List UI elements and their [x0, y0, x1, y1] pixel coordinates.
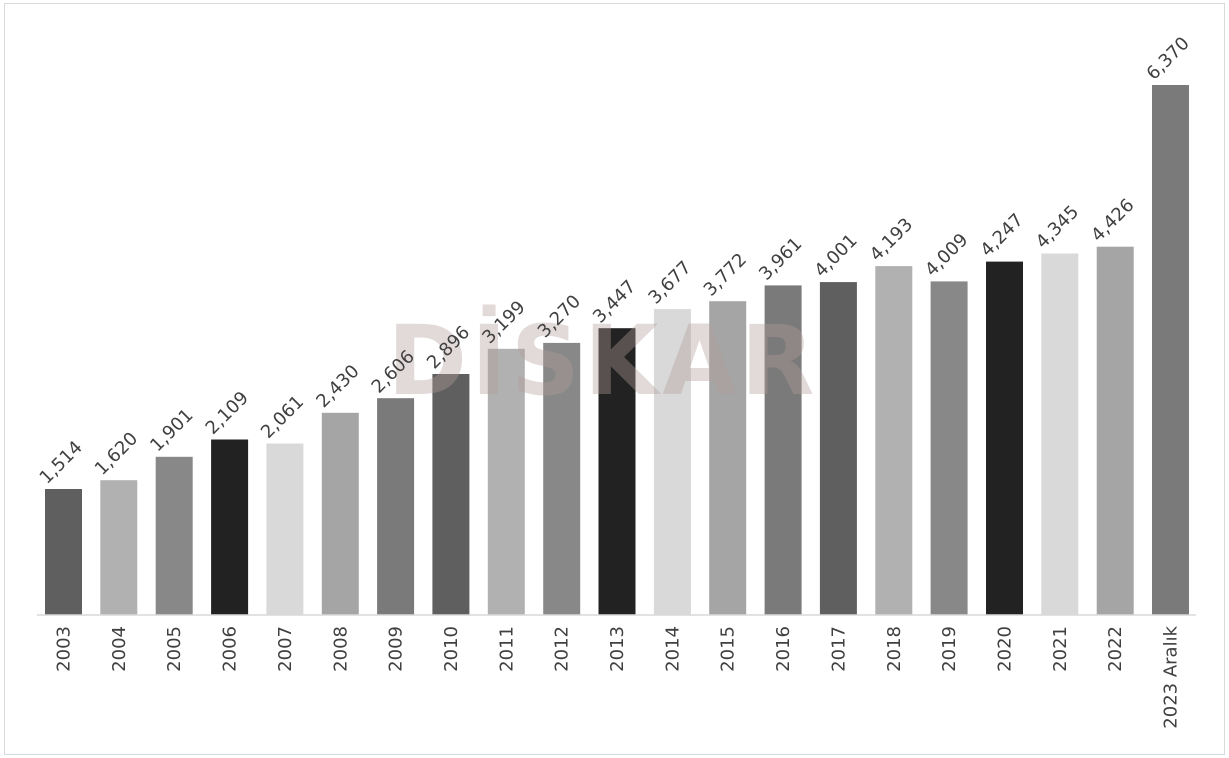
x-tick-label-2020: 2020	[995, 626, 1016, 672]
x-tick-label-2018: 2018	[884, 626, 905, 672]
x-tick-label-2009: 2009	[386, 626, 407, 672]
value-label-2005: 1,901	[146, 405, 197, 456]
bar-2011	[487, 348, 525, 615]
bar-2023-aral-k	[1152, 85, 1189, 615]
bar-2004	[100, 480, 138, 615]
bar-2018	[875, 266, 913, 615]
x-tick-label-2017: 2017	[828, 626, 849, 672]
value-label-2019: 4,009	[921, 229, 972, 280]
value-label-2008: 2,430	[312, 361, 363, 412]
x-tick-label-2016: 2016	[773, 626, 794, 672]
value-label-2016: 3,961	[755, 233, 806, 284]
x-tick-label-2021: 2021	[1050, 626, 1071, 672]
bar-2005	[155, 456, 193, 615]
x-tick-label-2006: 2006	[220, 626, 241, 672]
value-label-2020: 4,247	[977, 210, 1028, 261]
x-tick-label-2013: 2013	[607, 626, 628, 672]
x-tick-label-2019: 2019	[939, 626, 960, 672]
x-tick-label-2004: 2004	[109, 626, 130, 672]
bar-2009	[377, 398, 415, 615]
bar-2008	[321, 412, 359, 615]
bar-2020	[986, 261, 1023, 615]
x-tick-label-2005: 2005	[164, 626, 185, 672]
bar-2012	[543, 342, 581, 615]
bar-2006	[211, 439, 249, 615]
value-label-2007: 2,061	[257, 392, 308, 443]
value-label-2017: 4,001	[810, 230, 861, 281]
chart-frame: DİSKAR 1,514 1,620 1,901 2,109 2,061 2,430 2,6…	[4, 3, 1225, 755]
diskar-watermark: DİSKAR	[387, 304, 818, 417]
value-label-2022: 4,426	[1087, 195, 1138, 246]
value-label-2006: 2,109	[202, 388, 253, 439]
bar-2014	[653, 309, 691, 615]
x-tick-label-2015: 2015	[718, 626, 739, 672]
value-label-2003: 1,514	[36, 437, 87, 488]
value-label-2021: 4,345	[1032, 202, 1083, 253]
bars-layer	[45, 85, 1189, 615]
bar-2019	[930, 281, 968, 615]
bar-2015	[709, 301, 747, 615]
x-tick-labels-layer: 2003 2004 2005 2006 2007 2008 2009 2010 2011 2012…	[54, 625, 1182, 728]
x-tick-label-2007: 2007	[275, 626, 296, 672]
x-tick-label-2014: 2014	[662, 626, 683, 672]
x-tick-label-2012: 2012	[552, 626, 573, 672]
x-tick-label-2023-aral-k: 2023 Aralık	[1161, 625, 1182, 728]
bar-2022	[1096, 246, 1134, 615]
bar-2013	[598, 328, 636, 615]
bar-2003	[45, 489, 82, 615]
value-label-2018: 4,193	[866, 214, 917, 265]
x-tick-label-2010: 2010	[441, 626, 462, 672]
x-tick-label-2022: 2022	[1105, 626, 1126, 672]
x-tick-label-2008: 2008	[330, 626, 351, 672]
value-label-2023-aral-k: 6,370	[1143, 33, 1194, 84]
watermark-layer: DİSKAR	[387, 304, 818, 417]
x-tick-label-2011: 2011	[496, 626, 517, 672]
x-tick-label-2003: 2003	[54, 626, 75, 672]
bar-2016	[764, 285, 802, 615]
value-label-2014: 3,677	[644, 257, 695, 308]
value-label-2015: 3,772	[700, 249, 751, 300]
bar-2021	[1041, 253, 1079, 615]
bar-2007	[266, 443, 304, 615]
bar-2017	[819, 282, 857, 615]
bar-2010	[432, 374, 470, 615]
value-label-2004: 1,620	[91, 428, 142, 479]
